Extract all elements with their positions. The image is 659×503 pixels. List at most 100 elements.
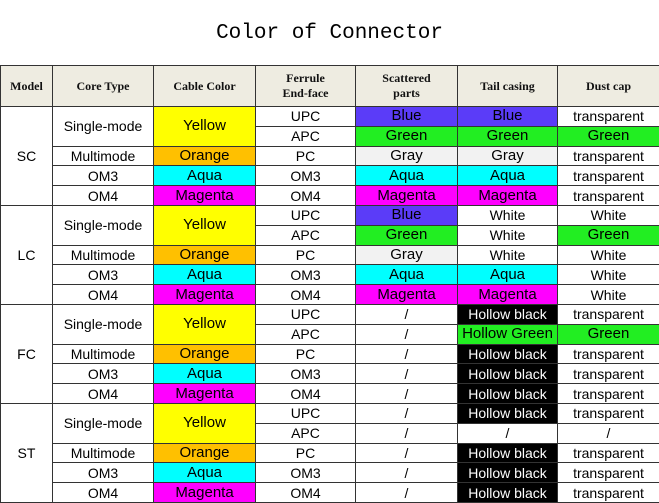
tail-casing-cell: Hollow black: [458, 364, 558, 384]
tail-casing-cell: Hollow black: [458, 344, 558, 364]
tail-casing-cell: Hollow black: [458, 304, 558, 324]
core-type-cell: OM3: [53, 265, 154, 285]
ferrule-cell: APC: [256, 423, 356, 443]
scattered-parts-cell: /: [356, 364, 458, 384]
core-type-cell: Multimode: [53, 245, 154, 265]
scattered-parts-cell: /: [356, 443, 458, 463]
ferrule-cell: OM4: [256, 384, 356, 404]
dust-cap-cell: transparent: [558, 443, 659, 463]
cable-color-cell: Aqua: [154, 364, 256, 384]
scattered-parts-cell: Blue: [356, 205, 458, 225]
scattered-parts-cell: /: [356, 463, 458, 483]
model-cell: FC: [1, 304, 53, 403]
ferrule-cell: OM3: [256, 364, 356, 384]
page-title: Color of Connector: [0, 0, 659, 65]
scattered-parts-cell: Green: [356, 225, 458, 245]
dust-cap-cell: White: [558, 205, 659, 225]
core-type-cell: OM3: [53, 364, 154, 384]
ferrule-cell: UPC: [256, 205, 356, 225]
ferrule-cell: OM4: [256, 285, 356, 305]
scattered-parts-cell: /: [356, 423, 458, 443]
tail-casing-cell: White: [458, 205, 558, 225]
scattered-parts-cell: Gray: [356, 245, 458, 265]
dust-cap-cell: /: [558, 423, 659, 443]
scattered-parts-cell: Gray: [356, 146, 458, 166]
scattered-parts-cell: /: [356, 344, 458, 364]
tail-casing-cell: Hollow black: [458, 403, 558, 423]
scattered-parts-cell: /: [356, 483, 458, 503]
tail-casing-cell: White: [458, 225, 558, 245]
header-scattered-parts: Scattered parts: [356, 66, 458, 107]
core-type-cell: Multimode: [53, 146, 154, 166]
scattered-parts-cell: Aqua: [356, 166, 458, 186]
ferrule-cell: OM3: [256, 463, 356, 483]
tail-casing-cell: Hollow Green: [458, 324, 558, 344]
tail-casing-cell: /: [458, 423, 558, 443]
core-type-cell: OM4: [53, 285, 154, 305]
tail-casing-cell: Aqua: [458, 265, 558, 285]
scattered-parts-cell: /: [356, 384, 458, 404]
model-cell: LC: [1, 205, 53, 304]
core-type-cell: Single-mode: [53, 205, 154, 245]
cable-color-cell: Yellow: [154, 304, 256, 344]
scattered-parts-cell: Blue: [356, 107, 458, 127]
tail-casing-cell: Magenta: [458, 186, 558, 206]
cable-color-cell: Magenta: [154, 483, 256, 503]
cable-color-cell: Orange: [154, 443, 256, 463]
ferrule-cell: APC: [256, 324, 356, 344]
cable-color-cell: Orange: [154, 245, 256, 265]
header-dust-cap: Dust cap: [558, 66, 659, 107]
tail-casing-cell: Magenta: [458, 285, 558, 305]
dust-cap-cell: transparent: [558, 304, 659, 324]
tail-casing-cell: Green: [458, 126, 558, 146]
dust-cap-cell: White: [558, 265, 659, 285]
core-type-cell: OM4: [53, 483, 154, 503]
ferrule-cell: OM4: [256, 483, 356, 503]
cable-color-cell: Aqua: [154, 265, 256, 285]
dust-cap-cell: transparent: [558, 344, 659, 364]
tail-casing-cell: Blue: [458, 107, 558, 127]
cable-color-cell: Magenta: [154, 285, 256, 305]
dust-cap-cell: Green: [558, 225, 659, 245]
scattered-parts-cell: /: [356, 324, 458, 344]
scattered-parts-cell: Magenta: [356, 285, 458, 305]
dust-cap-cell: transparent: [558, 483, 659, 503]
cable-color-cell: Aqua: [154, 463, 256, 483]
core-type-cell: Single-mode: [53, 304, 154, 344]
dust-cap-cell: transparent: [558, 463, 659, 483]
core-type-cell: Single-mode: [53, 403, 154, 443]
cable-color-cell: Magenta: [154, 186, 256, 206]
dust-cap-cell: transparent: [558, 384, 659, 404]
model-cell: SC: [1, 107, 53, 206]
ferrule-cell: PC: [256, 344, 356, 364]
dust-cap-cell: transparent: [558, 146, 659, 166]
dust-cap-cell: Green: [558, 324, 659, 344]
tail-casing-cell: Hollow black: [458, 443, 558, 463]
ferrule-cell: OM3: [256, 265, 356, 285]
tail-casing-cell: Aqua: [458, 166, 558, 186]
ferrule-cell: APC: [256, 126, 356, 146]
cable-color-cell: Aqua: [154, 166, 256, 186]
model-cell: ST: [1, 403, 53, 502]
core-type-cell: OM4: [53, 384, 154, 404]
core-type-cell: OM4: [53, 186, 154, 206]
ferrule-cell: PC: [256, 245, 356, 265]
tail-casing-cell: Hollow black: [458, 463, 558, 483]
ferrule-cell: OM3: [256, 166, 356, 186]
cable-color-cell: Orange: [154, 344, 256, 364]
core-type-cell: Multimode: [53, 344, 154, 364]
